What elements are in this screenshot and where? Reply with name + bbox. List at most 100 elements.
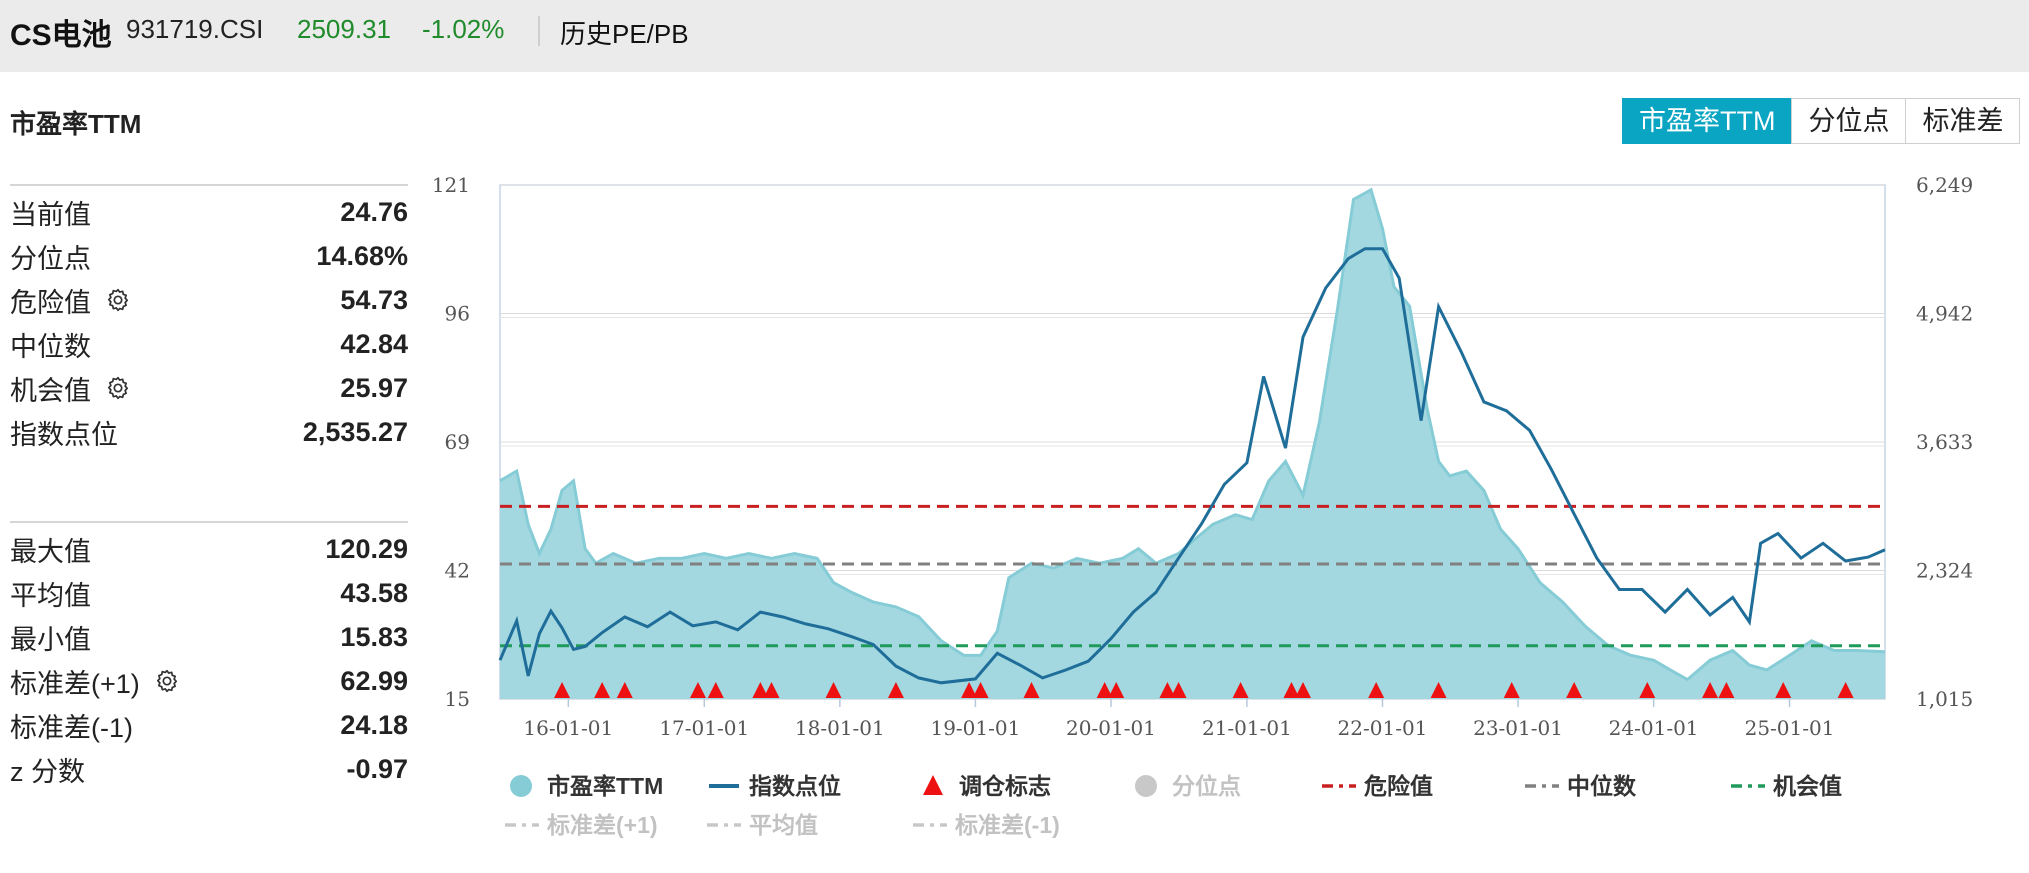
x-tick-label: 21-01-01 <box>1202 716 1292 740</box>
x-tick-label: 25-01-01 <box>1745 716 1835 740</box>
legend-circle-icon[interactable] <box>510 775 532 797</box>
stat-value: 25.97 <box>340 372 408 403</box>
stat-label-text: 最小值 <box>10 624 91 655</box>
stat-value: 120.29 <box>325 533 408 564</box>
stat-label: 危险值 <box>10 281 131 320</box>
rebalance-marker <box>1159 682 1176 698</box>
y-right-tick-label: 1,015 <box>1916 687 1973 711</box>
history-pe-pb-link[interactable]: 历史PE/PB <box>560 19 689 49</box>
x-tick-label: 22-01-01 <box>1338 716 1428 740</box>
legend-label: 危险值 <box>1364 773 1433 799</box>
rebalance-marker <box>752 682 769 698</box>
stat-label-text: 指数点位 <box>10 419 118 450</box>
legend-triangle-icon[interactable] <box>923 775 943 795</box>
legend-label: 指数点位 <box>749 773 841 799</box>
legend-label: 中位数 <box>1567 773 1637 799</box>
stat-value: -0.97 <box>346 753 408 784</box>
rebalance-marker <box>1718 682 1735 698</box>
rebalance-marker <box>1775 682 1792 698</box>
stat-label: 机会值 <box>10 369 131 408</box>
gear-icon[interactable] <box>154 668 180 694</box>
legend-label: 机会值 <box>1773 773 1842 799</box>
rebalance-marker <box>972 682 989 698</box>
tab-pe-ttm[interactable]: 市盈率TTM <box>1622 98 1793 144</box>
y-left-tick-label: 42 <box>445 559 470 583</box>
legend-label: 分位点 <box>1172 773 1241 799</box>
index-line <box>498 247 1886 685</box>
rebalance-marker <box>1108 682 1125 698</box>
stat-value: 43.58 <box>340 577 408 608</box>
rebalance-marker <box>763 682 780 698</box>
x-tick-label: 17-01-01 <box>659 716 749 740</box>
stat-row: 标准差(-1) 24.18 <box>10 703 408 747</box>
x-tick-label: 24-01-01 <box>1609 716 1699 740</box>
stat-row: 平均值 43.58 <box>10 571 408 615</box>
stat-row: 中位数 42.84 <box>10 322 408 366</box>
legend-circle-icon[interactable] <box>1135 775 1157 797</box>
stat-label: z 分数 <box>10 750 85 789</box>
header-bar: CS电池 931719.CSI 2509.31 -1.02% 历史PE/PB <box>0 0 2029 72</box>
stat-label: 分位点 <box>10 237 91 276</box>
rebalance-marker <box>1639 682 1656 698</box>
rebalance-marker <box>825 682 842 698</box>
index-name: CS电池 <box>10 19 112 52</box>
rebalance-marker <box>1232 682 1249 698</box>
stats-panel-top: 当前值 24.76 分位点 14.68% 危险值 54.73 中位数 42.84 机会值 25.9… <box>10 184 408 454</box>
x-tick-label: 19-01-01 <box>930 716 1020 740</box>
rebalance-marker <box>1294 682 1311 698</box>
rebalance-marker <box>1368 682 1385 698</box>
x-tick-label: 23-01-01 <box>1473 716 1563 740</box>
stat-value: 24.18 <box>340 709 408 740</box>
y-right-tick-label: 4,942 <box>1916 302 1973 326</box>
y-right-tick-label: 2,324 <box>1916 559 1973 583</box>
index-change: -1.02% <box>422 14 505 44</box>
rebalance-marker <box>689 682 706 698</box>
stats-panel-bottom: 最大值 120.29 平均值 43.58 最小值 15.83 标准差(+1) 62.99 标准差… <box>10 521 408 791</box>
stat-row: 当前值 24.76 <box>10 190 408 234</box>
x-tick-label: 16-01-01 <box>523 716 613 740</box>
stat-label-text: 分位点 <box>10 243 91 274</box>
stats-divider <box>10 184 408 186</box>
stat-label: 平均值 <box>10 574 91 613</box>
stats-divider <box>10 521 408 523</box>
pe-chart: 121 96 69 42 15 6,249 4,942 3,633 2,324 1,015 16-0… <box>432 173 1973 838</box>
section-title: 市盈率TTM <box>10 109 142 139</box>
stat-label-text: 平均值 <box>10 580 91 611</box>
y-left-tick-label: 121 <box>432 173 470 197</box>
stat-value: 14.68% <box>316 240 408 271</box>
rebalance-marker <box>961 682 978 698</box>
stat-label: 最大值 <box>10 530 91 569</box>
pe-area <box>500 189 1885 700</box>
stat-label-text: 最大值 <box>10 536 91 567</box>
stat-value: 62.99 <box>340 665 408 696</box>
rebalance-marker <box>1430 682 1447 698</box>
rebalance-marker <box>1702 682 1719 698</box>
header-divider <box>538 16 540 46</box>
stat-label: 标准差(+1) <box>10 662 180 701</box>
y-right-tick-label: 6,249 <box>1916 173 1973 197</box>
stat-label: 最小值 <box>10 618 91 657</box>
x-tick-label: 20-01-01 <box>1066 716 1156 740</box>
x-tick-label: 18-01-01 <box>795 716 885 740</box>
tab-std-dev[interactable]: 标准差 <box>1905 98 2021 144</box>
stat-value: 24.76 <box>340 196 408 227</box>
y-left-tick-label: 15 <box>445 687 470 711</box>
gear-icon[interactable] <box>105 287 131 313</box>
rebalance-marker <box>1837 682 1854 698</box>
stat-row: 分位点 14.68% <box>10 234 408 278</box>
stat-value: 15.83 <box>340 621 408 652</box>
rebalance-marker <box>1566 682 1583 698</box>
rebalance-marker <box>1096 682 1113 698</box>
y-left-tick-label: 96 <box>445 302 470 326</box>
y-left-tick-label: 69 <box>445 430 470 454</box>
y-right-tick-label: 3,633 <box>1916 430 1973 454</box>
stat-row: 最大值 120.29 <box>10 527 408 571</box>
stat-label-text: z 分数 <box>10 756 86 787</box>
gear-icon[interactable] <box>105 375 131 401</box>
rebalance-marker <box>1503 682 1520 698</box>
stat-row: 指数点位 2,535.27 <box>10 410 408 454</box>
tab-percentile[interactable]: 分位点 <box>1791 98 1907 144</box>
stat-label: 当前值 <box>10 193 91 232</box>
stat-value: 54.73 <box>340 284 408 315</box>
stat-row: 标准差(+1) 62.99 <box>10 659 408 703</box>
